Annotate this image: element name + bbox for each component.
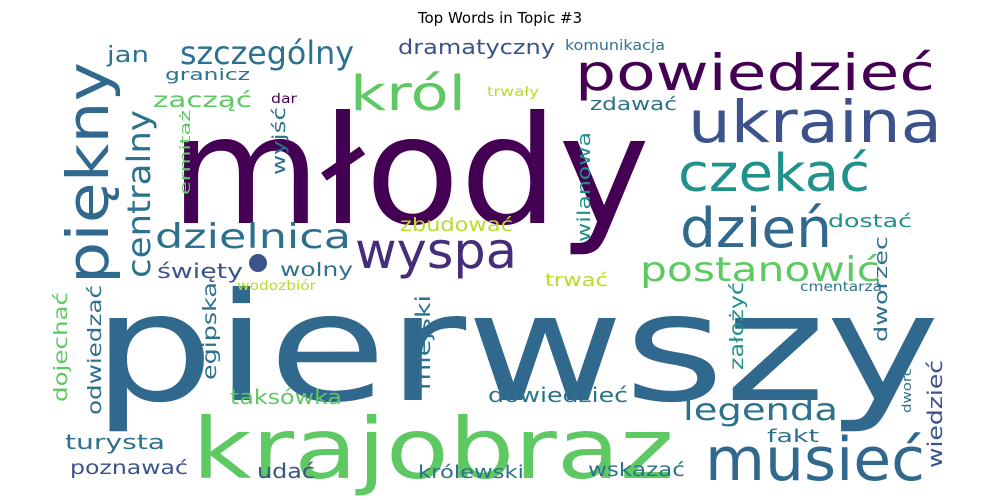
word-granicz: granicz [165, 65, 250, 84]
word-królewski: królewski [418, 462, 524, 483]
word-zdawać: zdawać [590, 94, 677, 115]
word-komunikacja: komunikacja [565, 38, 665, 54]
word-wyjść: wyjść [269, 107, 290, 175]
word-dworc: dworc [900, 368, 914, 413]
dot-mark [249, 254, 267, 272]
chart-title: Top Words in Topic #3 [417, 9, 583, 27]
word-odwiedzać: odwiedzać [84, 285, 106, 415]
word-dar: dar [271, 92, 298, 107]
word-król: król [350, 66, 466, 122]
word-dowiedzieć: dowiedzieć [488, 383, 628, 407]
word-trwały: trwały [487, 85, 539, 100]
word-dostać: dostać [828, 211, 912, 232]
word-miejski: miejski [411, 295, 435, 390]
word-cmentarza: cmentarza [800, 280, 882, 295]
word-dzień: dzień [680, 197, 832, 260]
word-krajobraz: krajobraz [192, 400, 674, 498]
word-wiedzieć: wiedzieć [923, 360, 947, 468]
word-legenda: legenda [683, 393, 838, 428]
word-zacząć: zacząć [153, 88, 252, 112]
word-ukraina: ukraina [688, 88, 942, 156]
word-wodozbiór: wodozbiór [237, 279, 317, 294]
word-dzielnica: dzielnica [155, 217, 351, 257]
word-egipska: egipska [199, 282, 221, 380]
word-turysta: turysta [65, 430, 165, 454]
word-jan: jan [106, 43, 149, 68]
word-poznawać: poznawać [70, 457, 188, 479]
word-postanowić: postanowić [640, 250, 880, 290]
word-czekać: czekać [678, 144, 870, 204]
word-piękny: piękny [54, 62, 122, 284]
word-ermitaż: ermitaż [178, 110, 194, 195]
word-pierwszy: pierwszy [92, 262, 940, 436]
word-wskazać: wskazać [588, 459, 685, 481]
word-zbudować: zbudować [400, 214, 513, 236]
word-szczególny: szczególny [180, 34, 354, 72]
word-wilanowa: wilanowa [574, 132, 595, 242]
word-założyć: założyć [726, 282, 748, 370]
word-musieć: musieć [705, 425, 925, 495]
word-fakt: fakt [767, 426, 819, 447]
word-młody: młody [170, 85, 650, 259]
word-wolny: wolny [280, 259, 353, 281]
word-centralny: centralny [120, 110, 158, 278]
word-udać: udać [257, 459, 315, 483]
word-święty: święty [157, 259, 243, 283]
word-wyspa: wyspa [355, 222, 517, 280]
word-dworzec: dworzec [871, 236, 892, 342]
word-dramatyczny: dramatyczny [398, 35, 555, 59]
word-trwać: trwać [545, 270, 608, 291]
word-taksówka: taksówka [230, 385, 342, 409]
word-powiedzieć: powiedzieć [575, 44, 935, 102]
word-dojechać: dojechać [50, 292, 72, 402]
